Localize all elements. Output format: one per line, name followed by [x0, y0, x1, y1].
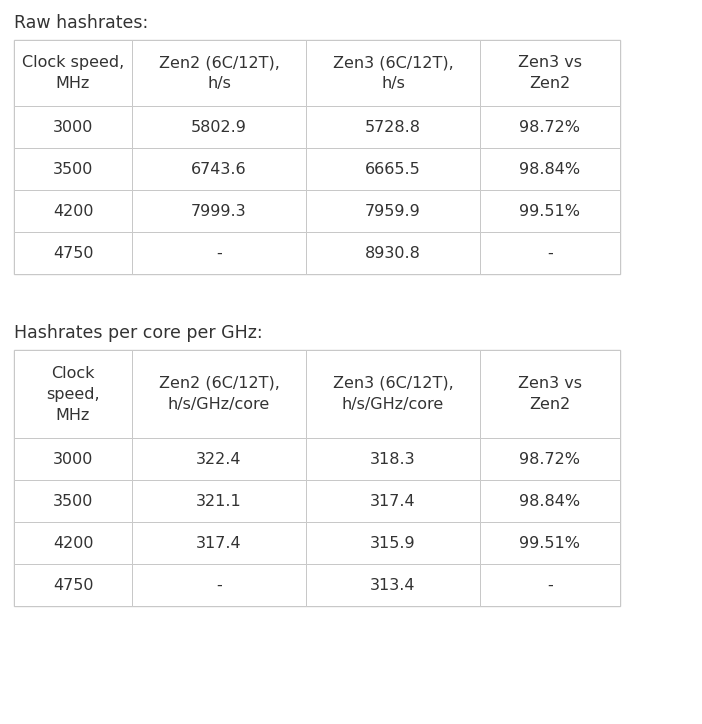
Bar — [14, 190, 132, 232]
Bar — [480, 190, 620, 232]
Text: Zen2 (6C/12T),
h/s/GHz/core: Zen2 (6C/12T), h/s/GHz/core — [159, 376, 279, 412]
Bar — [480, 564, 620, 606]
Bar — [306, 148, 480, 190]
Bar — [14, 522, 132, 564]
Text: 322.4: 322.4 — [197, 452, 241, 466]
Text: Clock
speed,
MHz: Clock speed, MHz — [46, 366, 100, 423]
Bar — [14, 438, 132, 480]
Bar — [14, 40, 132, 106]
Bar — [480, 148, 620, 190]
Text: Raw hashrates:: Raw hashrates: — [14, 14, 148, 32]
Bar — [14, 40, 620, 274]
Text: -: - — [547, 578, 553, 592]
Bar — [306, 232, 480, 274]
Bar — [306, 40, 480, 106]
Text: Zen3 (6C/12T),
h/s: Zen3 (6C/12T), h/s — [333, 55, 453, 91]
Text: -: - — [216, 578, 222, 592]
Bar — [306, 106, 480, 148]
Text: Hashrates per core per GHz:: Hashrates per core per GHz: — [14, 324, 263, 342]
Text: 98.84%: 98.84% — [519, 494, 581, 508]
Bar — [132, 564, 306, 606]
Bar — [132, 350, 306, 438]
Bar — [480, 232, 620, 274]
Text: 6743.6: 6743.6 — [191, 161, 247, 177]
Text: 313.4: 313.4 — [370, 578, 416, 592]
Bar — [132, 148, 306, 190]
Text: 321.1: 321.1 — [196, 494, 242, 508]
Bar — [132, 232, 306, 274]
Text: 318.3: 318.3 — [370, 452, 416, 466]
Text: Zen2 (6C/12T),
h/s: Zen2 (6C/12T), h/s — [159, 55, 279, 91]
Bar — [14, 106, 132, 148]
Text: 6665.5: 6665.5 — [365, 161, 421, 177]
Text: 3000: 3000 — [53, 119, 93, 135]
Text: 4200: 4200 — [53, 203, 93, 219]
Bar — [14, 232, 132, 274]
Bar — [132, 106, 306, 148]
Text: 315.9: 315.9 — [370, 536, 416, 550]
Text: 317.4: 317.4 — [370, 494, 416, 508]
Text: -: - — [547, 245, 553, 261]
Bar — [14, 564, 132, 606]
Text: 3500: 3500 — [53, 161, 93, 177]
Bar — [480, 40, 620, 106]
Bar — [306, 480, 480, 522]
Bar — [306, 564, 480, 606]
Text: 3000: 3000 — [53, 452, 93, 466]
Bar — [14, 350, 620, 606]
Bar — [306, 350, 480, 438]
Bar — [306, 190, 480, 232]
Text: 4750: 4750 — [53, 245, 93, 261]
Text: 317.4: 317.4 — [196, 536, 241, 550]
Bar — [132, 438, 306, 480]
Bar — [14, 480, 132, 522]
Text: 3500: 3500 — [53, 494, 93, 508]
Text: Zen3 vs
Zen2: Zen3 vs Zen2 — [518, 376, 582, 412]
Text: 4200: 4200 — [53, 536, 93, 550]
Bar — [14, 148, 132, 190]
Text: 98.84%: 98.84% — [519, 161, 581, 177]
Bar — [480, 438, 620, 480]
Bar — [480, 350, 620, 438]
Bar — [306, 438, 480, 480]
Bar — [480, 106, 620, 148]
Text: 99.51%: 99.51% — [519, 203, 581, 219]
Bar — [480, 522, 620, 564]
Bar — [480, 480, 620, 522]
Bar — [132, 522, 306, 564]
Text: 98.72%: 98.72% — [519, 452, 581, 466]
Text: 7999.3: 7999.3 — [191, 203, 247, 219]
Bar — [132, 480, 306, 522]
Text: 5728.8: 5728.8 — [365, 119, 421, 135]
Text: 5802.9: 5802.9 — [191, 119, 247, 135]
Bar — [306, 522, 480, 564]
Text: 7959.9: 7959.9 — [365, 203, 421, 219]
Text: 98.72%: 98.72% — [519, 119, 581, 135]
Text: Zen3 (6C/12T),
h/s/GHz/core: Zen3 (6C/12T), h/s/GHz/core — [333, 376, 453, 412]
Bar — [14, 350, 132, 438]
Bar — [132, 40, 306, 106]
Text: 8930.8: 8930.8 — [365, 245, 421, 261]
Text: 99.51%: 99.51% — [519, 536, 581, 550]
Text: 4750: 4750 — [53, 578, 93, 592]
Text: Zen3 vs
Zen2: Zen3 vs Zen2 — [518, 55, 582, 91]
Bar — [132, 190, 306, 232]
Text: Clock speed,
MHz: Clock speed, MHz — [22, 55, 124, 91]
Text: -: - — [216, 245, 222, 261]
